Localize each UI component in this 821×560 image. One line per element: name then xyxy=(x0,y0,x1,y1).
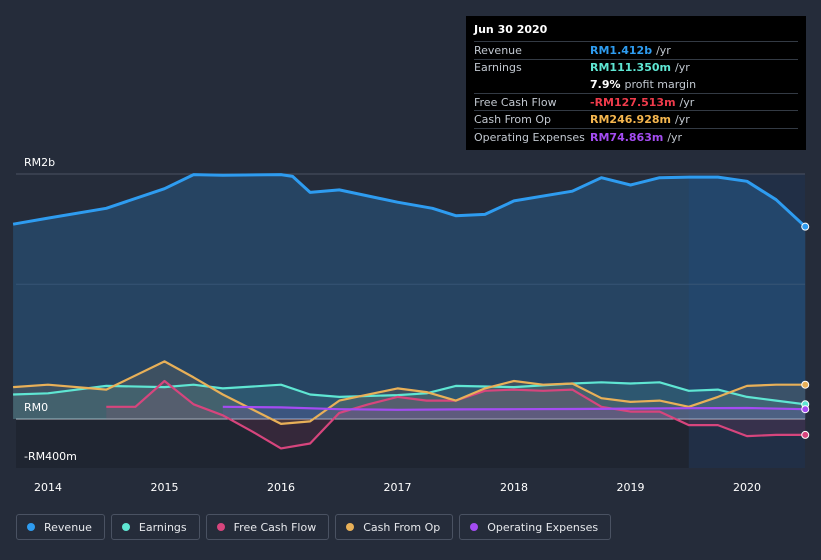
tooltip-label: Earnings xyxy=(474,61,522,75)
series-line-revenue xyxy=(12,173,807,228)
legend: Revenue Earnings Free Cash Flow Cash Fro… xyxy=(16,514,612,542)
tooltip-label: Free Cash Flow xyxy=(474,95,557,109)
tooltip-value: RM246.928m xyxy=(590,113,671,127)
x-tick-label: 2020 xyxy=(733,481,761,494)
series-end-point-revenue[interactable] xyxy=(801,222,810,231)
x-tick-label: 2018 xyxy=(500,481,528,494)
x-tick-label: 2017 xyxy=(384,481,412,494)
series-area-free-cash-flow xyxy=(106,381,806,449)
series-end-point-operating-expenses[interactable] xyxy=(801,405,810,414)
legend-label: Operating Expenses xyxy=(487,520,599,534)
series-line-cash-from-op xyxy=(13,360,806,425)
legend-item-free-cash-flow[interactable]: Free Cash Flow xyxy=(205,514,330,540)
legend-label: Earnings xyxy=(138,520,187,534)
legend-dot-icon xyxy=(470,523,479,531)
tooltip-unit: /yr xyxy=(674,61,690,75)
series-area-revenue xyxy=(13,174,806,419)
legend-item-revenue[interactable]: Revenue xyxy=(16,514,105,540)
x-tick-label: 2016 xyxy=(267,481,295,494)
tooltip-label: Cash From Op xyxy=(474,113,552,127)
tooltip-row-cash-from-op: Cash From Op RM246.928m /yr xyxy=(474,110,798,128)
y-tick-label: RM0 xyxy=(24,401,48,414)
series-line-operating-expenses xyxy=(222,405,806,411)
legend-item-operating-expenses[interactable]: Operating Expenses xyxy=(459,514,612,540)
past-region xyxy=(16,419,689,468)
tooltip-value: RM74.863m xyxy=(590,130,664,144)
tooltip: Jun 30 2020 Revenue RM1.412b /yr Earning… xyxy=(466,16,806,150)
tooltip-unit: /yr xyxy=(679,95,695,109)
tooltip-date: Jun 30 2020 xyxy=(474,23,548,36)
tooltip-unit: profit margin xyxy=(624,77,697,91)
legend-dot-icon xyxy=(346,523,355,531)
legend-dot-icon xyxy=(121,523,130,531)
tooltip-unit: /yr xyxy=(656,43,671,57)
tooltip-value: -RM127.513m xyxy=(590,95,676,109)
legend-item-earnings[interactable]: Earnings xyxy=(110,514,200,540)
y-tick-label: -RM400m xyxy=(24,450,77,463)
tooltip-label: Operating Expenses xyxy=(474,130,585,144)
tooltip-row-earnings: Earnings RM111.350m /yr xyxy=(474,58,798,77)
y-tick-label: RM2b xyxy=(24,156,55,169)
series-end-point-free-cash-flow[interactable] xyxy=(801,430,810,439)
legend-label: Cash From Op xyxy=(363,520,441,534)
x-tick-label: 2015 xyxy=(151,481,179,494)
chart-area: RM2b RM0 -RM400m 2014 2015 2016 2017 2018 2019 2… xyxy=(12,156,810,494)
legend-dot-icon xyxy=(27,523,35,531)
tooltip-row-free-cash-flow: Free Cash Flow -RM127.513m /yr xyxy=(474,92,798,111)
tooltip-value: RM111.350m xyxy=(590,61,671,75)
tooltip-unit: /yr xyxy=(667,130,683,144)
legend-label: Revenue xyxy=(44,520,92,534)
legend-item-cash-from-op[interactable]: Cash From Op xyxy=(335,514,454,540)
legend-label: Free Cash Flow xyxy=(233,520,317,534)
tooltip-row-margin: 7.9% profit margin xyxy=(474,76,798,93)
legend-dot-icon xyxy=(216,523,225,531)
series-line-earnings xyxy=(13,381,806,406)
tooltip-row-operating-expenses: Operating Expenses RM74.863m /yr xyxy=(474,127,798,146)
series-end-point-cash-from-op[interactable] xyxy=(801,380,810,389)
tooltip-label: Revenue xyxy=(474,43,522,57)
tooltip-row-revenue: Revenue RM1.412b /yr xyxy=(474,41,798,59)
x-tick-label: 2014 xyxy=(34,481,62,494)
tooltip-value: 7.9% xyxy=(590,77,621,91)
tooltip-value: RM1.412b xyxy=(590,43,653,57)
x-tick-label: 2019 xyxy=(617,481,645,494)
tooltip-unit: /yr xyxy=(674,113,690,127)
